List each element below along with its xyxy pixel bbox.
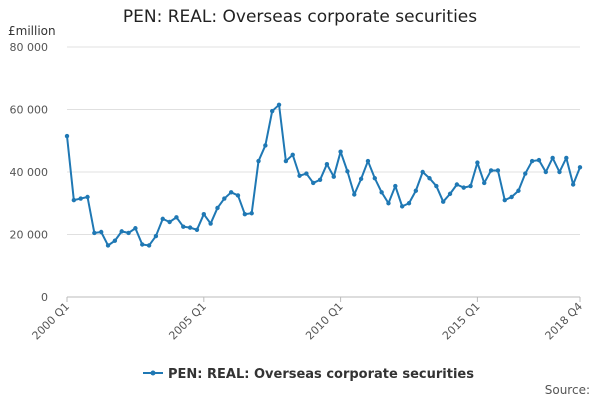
data-point[interactable] (201, 211, 206, 217)
y-tick-label: 40 000 (10, 166, 49, 179)
data-point[interactable] (92, 230, 97, 236)
data-point[interactable] (406, 201, 412, 206)
x-tick-label: 2018 Q4 (543, 300, 586, 343)
x-tick-label: 2010 Q1 (303, 300, 346, 343)
data-point[interactable] (372, 176, 377, 181)
data-point[interactable] (393, 183, 398, 189)
data-point[interactable] (516, 188, 521, 193)
data-point[interactable] (304, 171, 309, 176)
data-point[interactable] (386, 201, 391, 206)
data-point[interactable] (256, 158, 261, 164)
data-point[interactable] (112, 238, 118, 243)
chart-title: PEN: REAL: Overseas corporate securities (123, 7, 477, 27)
gridlines (67, 46, 580, 235)
y-tick-label: 80 000 (10, 41, 49, 54)
data-point[interactable] (488, 168, 494, 173)
x-axis: 2000 Q1 2005 Q1 2010 Q1 2015 Q1 2018 Q4 (30, 296, 586, 343)
data-point[interactable] (235, 193, 241, 198)
data-point[interactable] (263, 143, 268, 148)
data-point[interactable] (454, 182, 460, 187)
data-point[interactable] (140, 242, 145, 247)
data-point[interactable] (276, 102, 282, 108)
data-point[interactable] (99, 229, 104, 235)
data-point[interactable] (187, 225, 193, 230)
data-point[interactable] (468, 183, 473, 189)
data-point[interactable] (434, 183, 439, 189)
legend[interactable]: PEN: REAL: Overseas corporate securities (143, 367, 474, 382)
data-point[interactable] (222, 196, 227, 201)
data-point[interactable] (550, 155, 555, 161)
data-point[interactable] (529, 158, 535, 164)
y-axis-ticks: 0 20 000 40 000 60 000 80 000 (10, 41, 49, 304)
data-point[interactable] (126, 230, 131, 236)
data-point[interactable] (160, 216, 165, 222)
data-point[interactable] (324, 161, 330, 167)
legend-marker (150, 370, 156, 376)
data-point[interactable] (78, 196, 83, 201)
data-point[interactable] (133, 226, 138, 231)
data-point[interactable] (249, 211, 254, 216)
data-point[interactable] (523, 171, 528, 176)
data-point[interactable] (345, 169, 350, 174)
data-point[interactable] (297, 173, 302, 178)
data-point[interactable] (311, 180, 316, 186)
data-point[interactable] (85, 194, 90, 200)
data-point[interactable] (71, 197, 77, 203)
x-tick-label: 2005 Q1 (166, 300, 209, 343)
data-point[interactable] (283, 158, 289, 164)
data-point[interactable] (119, 229, 124, 234)
data-point[interactable] (64, 133, 70, 139)
data-point[interactable] (317, 177, 323, 183)
data-point[interactable] (543, 169, 548, 175)
data-point[interactable] (570, 182, 576, 187)
data-point[interactable] (338, 149, 343, 154)
data-point[interactable] (564, 155, 569, 161)
series-line (66, 103, 581, 247)
data-point[interactable] (352, 192, 357, 197)
data-point[interactable] (577, 165, 583, 170)
data-point[interactable] (441, 199, 446, 204)
y-axis-unit-label: £million (8, 24, 56, 38)
data-point[interactable] (194, 227, 200, 233)
data-point[interactable] (427, 176, 432, 181)
source-label: Source: (545, 383, 590, 397)
data-point[interactable] (228, 190, 234, 195)
y-tick-label: 20 000 (10, 229, 49, 242)
data-point[interactable] (290, 152, 295, 158)
data-point[interactable] (153, 233, 159, 239)
data-point[interactable] (215, 205, 220, 211)
data-point[interactable] (242, 211, 248, 217)
data-point[interactable] (270, 108, 275, 114)
data-point[interactable] (447, 191, 453, 197)
data-point[interactable] (358, 176, 364, 182)
data-point[interactable] (365, 158, 371, 164)
data-point[interactable] (536, 157, 542, 163)
data-point[interactable] (413, 188, 419, 193)
x-tick-label: 2000 Q1 (30, 300, 73, 343)
data-point[interactable] (420, 169, 425, 175)
y-tick-label: 0 (41, 291, 48, 304)
data-point[interactable] (475, 160, 480, 165)
data-point[interactable] (331, 174, 336, 179)
data-point[interactable] (502, 197, 507, 203)
data-point[interactable] (509, 194, 514, 200)
x-tick-label: 2015 Q1 (440, 300, 483, 343)
legend-label: PEN: REAL: Overseas corporate securities (168, 367, 474, 382)
data-point[interactable] (482, 180, 487, 186)
data-point[interactable] (146, 243, 152, 248)
data-series (64, 102, 583, 248)
data-point[interactable] (181, 224, 186, 229)
data-point[interactable] (379, 190, 384, 195)
data-point[interactable] (495, 168, 501, 173)
data-point[interactable] (461, 185, 466, 190)
data-point[interactable] (105, 243, 111, 248)
data-point[interactable] (557, 169, 562, 175)
data-point[interactable] (174, 215, 179, 220)
y-tick-label: 60 000 (10, 104, 49, 117)
data-point[interactable] (167, 219, 172, 225)
data-point[interactable] (208, 221, 213, 226)
data-point[interactable] (399, 204, 405, 209)
